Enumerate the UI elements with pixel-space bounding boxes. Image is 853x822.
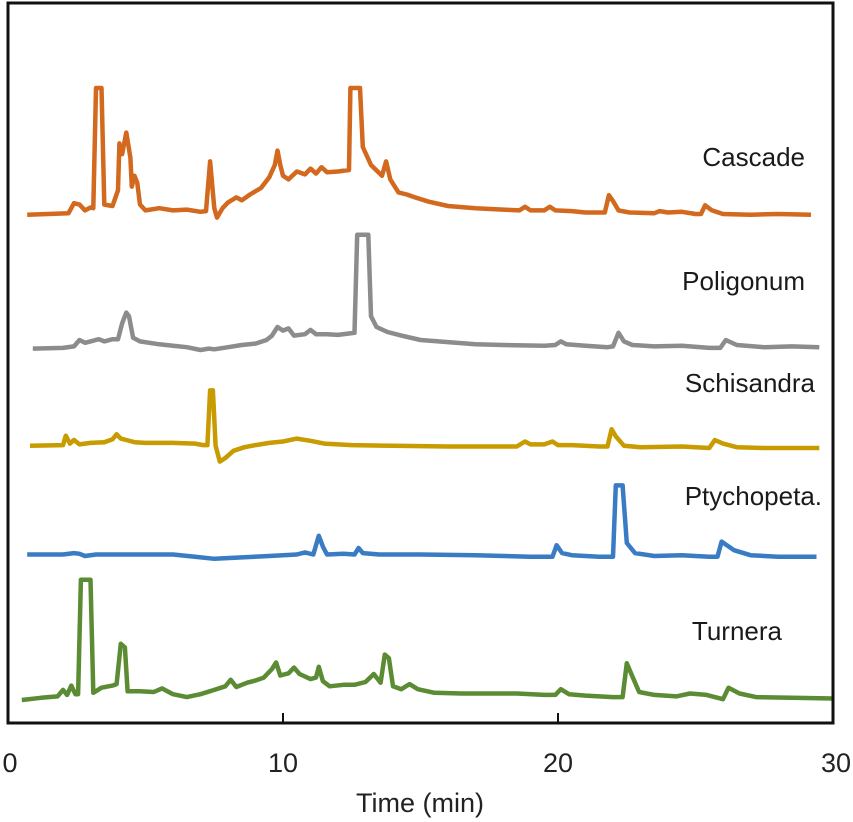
trace-cascade [27, 85, 812, 220]
x-tick-label-20: 20 [543, 748, 573, 778]
x-tick-label-10: 10 [268, 748, 298, 778]
x-tick-label-30: 30 [821, 748, 851, 778]
trace-turnera [21, 577, 834, 703]
plot-frame [6, 1, 835, 725]
series-label-ptychopeta: Ptychopeta. [685, 481, 822, 511]
trace-poligonum [32, 232, 820, 353]
series-label-schisandra: Schisandra [685, 368, 816, 398]
x-tick-label-0: 0 [2, 748, 17, 778]
trace-ptychopeta [27, 483, 817, 562]
series-labels-group: Cascade Poligonum Schisandra Ptychopeta.… [682, 142, 822, 646]
trace-schisandra [29, 388, 820, 464]
series-label-turnera: Turnera [692, 616, 783, 646]
x-tick-labels-group: 0 10 20 30 [2, 748, 851, 778]
x-ticks-group [282, 713, 559, 723]
series-label-poligonum: Poligonum [682, 266, 805, 296]
series-label-cascade: Cascade [702, 142, 805, 172]
x-axis-title: Time (min) [356, 788, 484, 818]
traces-group [21, 85, 834, 703]
